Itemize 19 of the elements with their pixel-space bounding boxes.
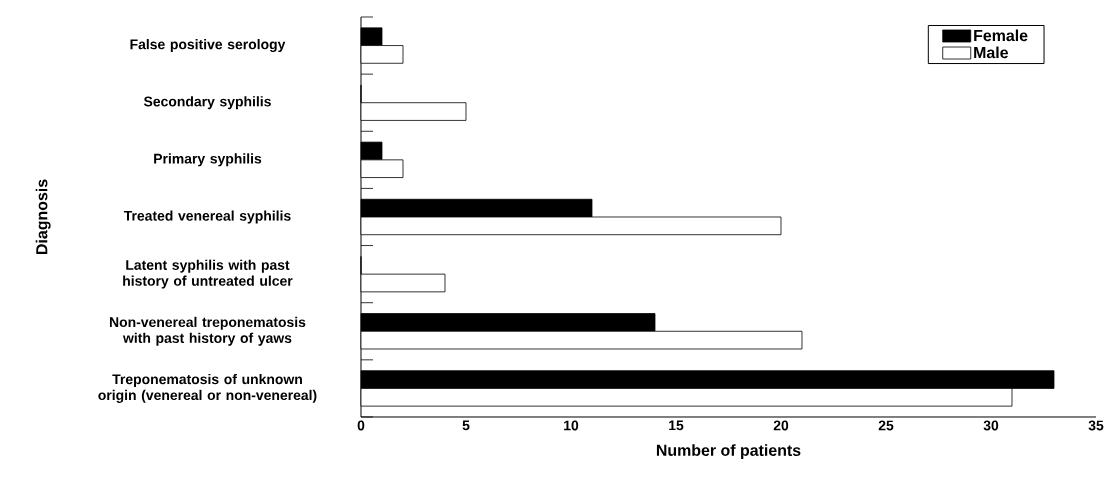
- x-tick-label: 10: [564, 420, 579, 431]
- x-tick-label: 15: [669, 420, 684, 431]
- x-tick-label: 20: [773, 420, 789, 431]
- y-tick-label: Primary syphilis: [154, 153, 262, 167]
- x-tick-label: 0: [357, 420, 365, 431]
- x-tick-label: 35: [1088, 420, 1104, 431]
- x-tick-label: 30: [983, 420, 999, 431]
- x-tick-label: 5: [462, 420, 470, 431]
- y-tick-label: Non-venereal treponematosis with past history of yaws: [109, 316, 306, 346]
- legend-label: Male: [974, 46, 1008, 59]
- y-tick-label: Treponematosis of unknown origin (venereal or non-venereal): [98, 373, 317, 403]
- y-tick-label: Secondary syphilis: [143, 96, 271, 110]
- y-tick-label: Latent syphilis with past history of untreated ulcer: [123, 259, 293, 289]
- x-axis-title: Number of patients: [656, 444, 801, 460]
- y-tick-label: Treated venereal syphilis: [123, 210, 291, 224]
- y-tick-label: False positive serology: [130, 39, 286, 53]
- legend-label: Female: [974, 29, 1028, 42]
- x-tick-label: 25: [878, 420, 894, 431]
- y-axis-title: Diagnosis: [35, 179, 51, 255]
